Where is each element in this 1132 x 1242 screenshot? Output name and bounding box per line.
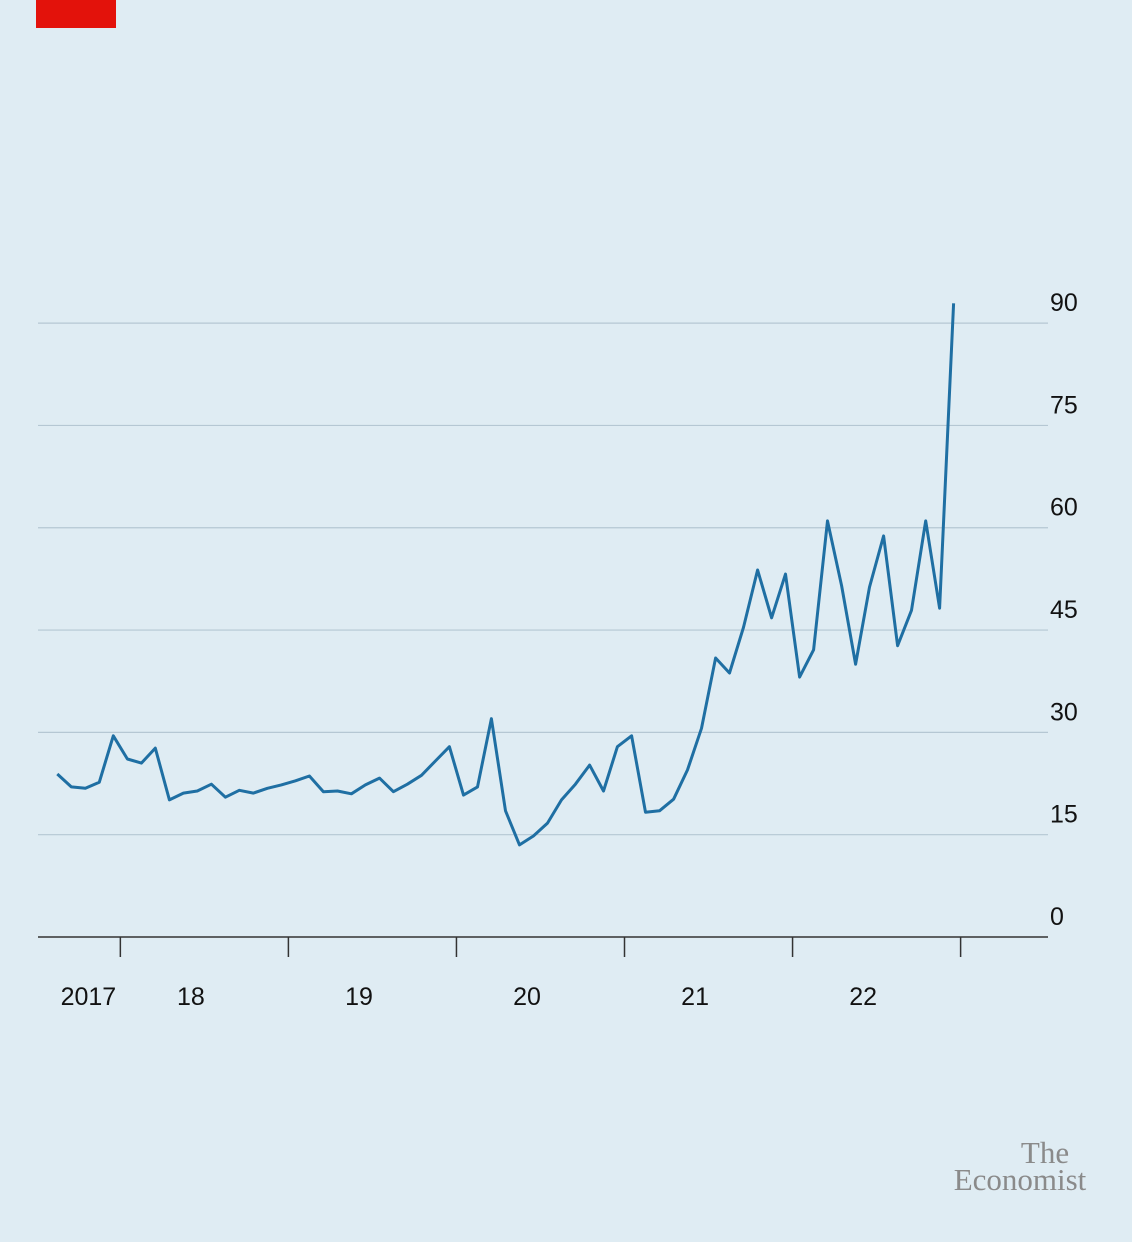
- x-tick-label: 19: [345, 983, 373, 1011]
- line: [56, 303, 956, 847]
- x-tick-label: 21: [681, 983, 709, 1011]
- x-tick-label: 22: [849, 983, 877, 1011]
- y-tick-label: 15: [1050, 801, 1078, 829]
- logo-line1: The: [1021, 1135, 1069, 1170]
- x-tick-label: 18: [177, 983, 205, 1011]
- x-tick-label: 2017: [61, 983, 117, 1011]
- y-tick-label: 45: [1050, 596, 1078, 624]
- y-tick-label: 30: [1050, 698, 1078, 726]
- y-tick-label: 75: [1050, 391, 1078, 419]
- red-tag: [36, 0, 116, 28]
- logo-line2: Economist: [954, 1162, 1087, 1197]
- y-tick-label: 60: [1050, 494, 1078, 522]
- y-tick-label: 0: [1050, 903, 1064, 931]
- x-tick-label: 20: [513, 983, 541, 1011]
- y-tick-label: 90: [1050, 289, 1078, 317]
